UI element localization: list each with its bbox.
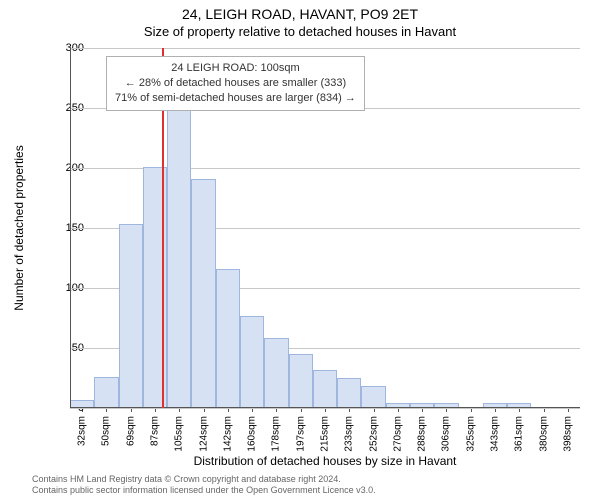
histogram-bar (191, 179, 215, 408)
x-tick-label: 233sqm (344, 416, 355, 452)
x-tick-label: 306sqm (441, 416, 452, 452)
footer-line-2: Contains public sector information licen… (32, 485, 590, 496)
histogram-bar (289, 354, 313, 408)
grid-line (70, 48, 580, 49)
x-tick-label: 160sqm (247, 416, 258, 452)
callout-line: ← 28% of detached houses are smaller (33… (115, 76, 356, 91)
x-tick-label: 32sqm (77, 416, 88, 446)
x-tick-label: 178sqm (271, 416, 282, 452)
chart-title-sub: Size of property relative to detached ho… (0, 24, 600, 39)
histogram-bar (264, 338, 288, 408)
x-tick-label: 398sqm (562, 416, 573, 452)
x-axis-title: Distribution of detached houses by size … (70, 454, 580, 468)
plot-area: 24 LEIGH ROAD: 100sqm← 28% of detached h… (70, 48, 580, 408)
histogram-bar (361, 386, 385, 408)
callout-line: 24 LEIGH ROAD: 100sqm (115, 61, 356, 76)
y-axis-line (70, 48, 71, 408)
x-tick-label: 124sqm (198, 416, 209, 452)
callout-box: 24 LEIGH ROAD: 100sqm← 28% of detached h… (106, 56, 365, 111)
x-tick-label: 270sqm (392, 416, 403, 452)
footer-attribution: Contains HM Land Registry data © Crown c… (32, 474, 590, 497)
histogram-bar (240, 316, 264, 408)
histogram-bar (119, 224, 143, 408)
x-tick-label: 142sqm (222, 416, 233, 452)
x-tick-label: 380sqm (538, 416, 549, 452)
histogram-bar (337, 378, 361, 408)
grid-line (70, 408, 580, 409)
x-tick-label: 87sqm (150, 416, 161, 446)
x-tick-label: 215sqm (320, 416, 331, 452)
x-tick-label: 343sqm (490, 416, 501, 452)
histogram-bar (313, 370, 337, 408)
callout-line: 71% of semi-detached houses are larger (… (115, 91, 356, 106)
x-tick-label: 288sqm (417, 416, 428, 452)
histogram-bar (94, 377, 118, 408)
x-tick-label: 252sqm (368, 416, 379, 452)
x-tick-label: 69sqm (125, 416, 136, 446)
footer-line-1: Contains HM Land Registry data © Crown c… (32, 474, 590, 485)
x-tick-label: 50sqm (101, 416, 112, 446)
y-axis-title: Number of detached properties (12, 48, 26, 408)
x-tick-label: 361sqm (514, 416, 525, 452)
x-tick-label: 325sqm (465, 416, 476, 452)
x-axis-line (70, 407, 580, 408)
x-tick-label: 105sqm (174, 416, 185, 452)
chart-title-main: 24, LEIGH ROAD, HAVANT, PO9 2ET (0, 6, 600, 22)
histogram-bar (167, 110, 191, 408)
x-tick-label: 197sqm (295, 416, 306, 452)
histogram-bar (216, 269, 240, 408)
